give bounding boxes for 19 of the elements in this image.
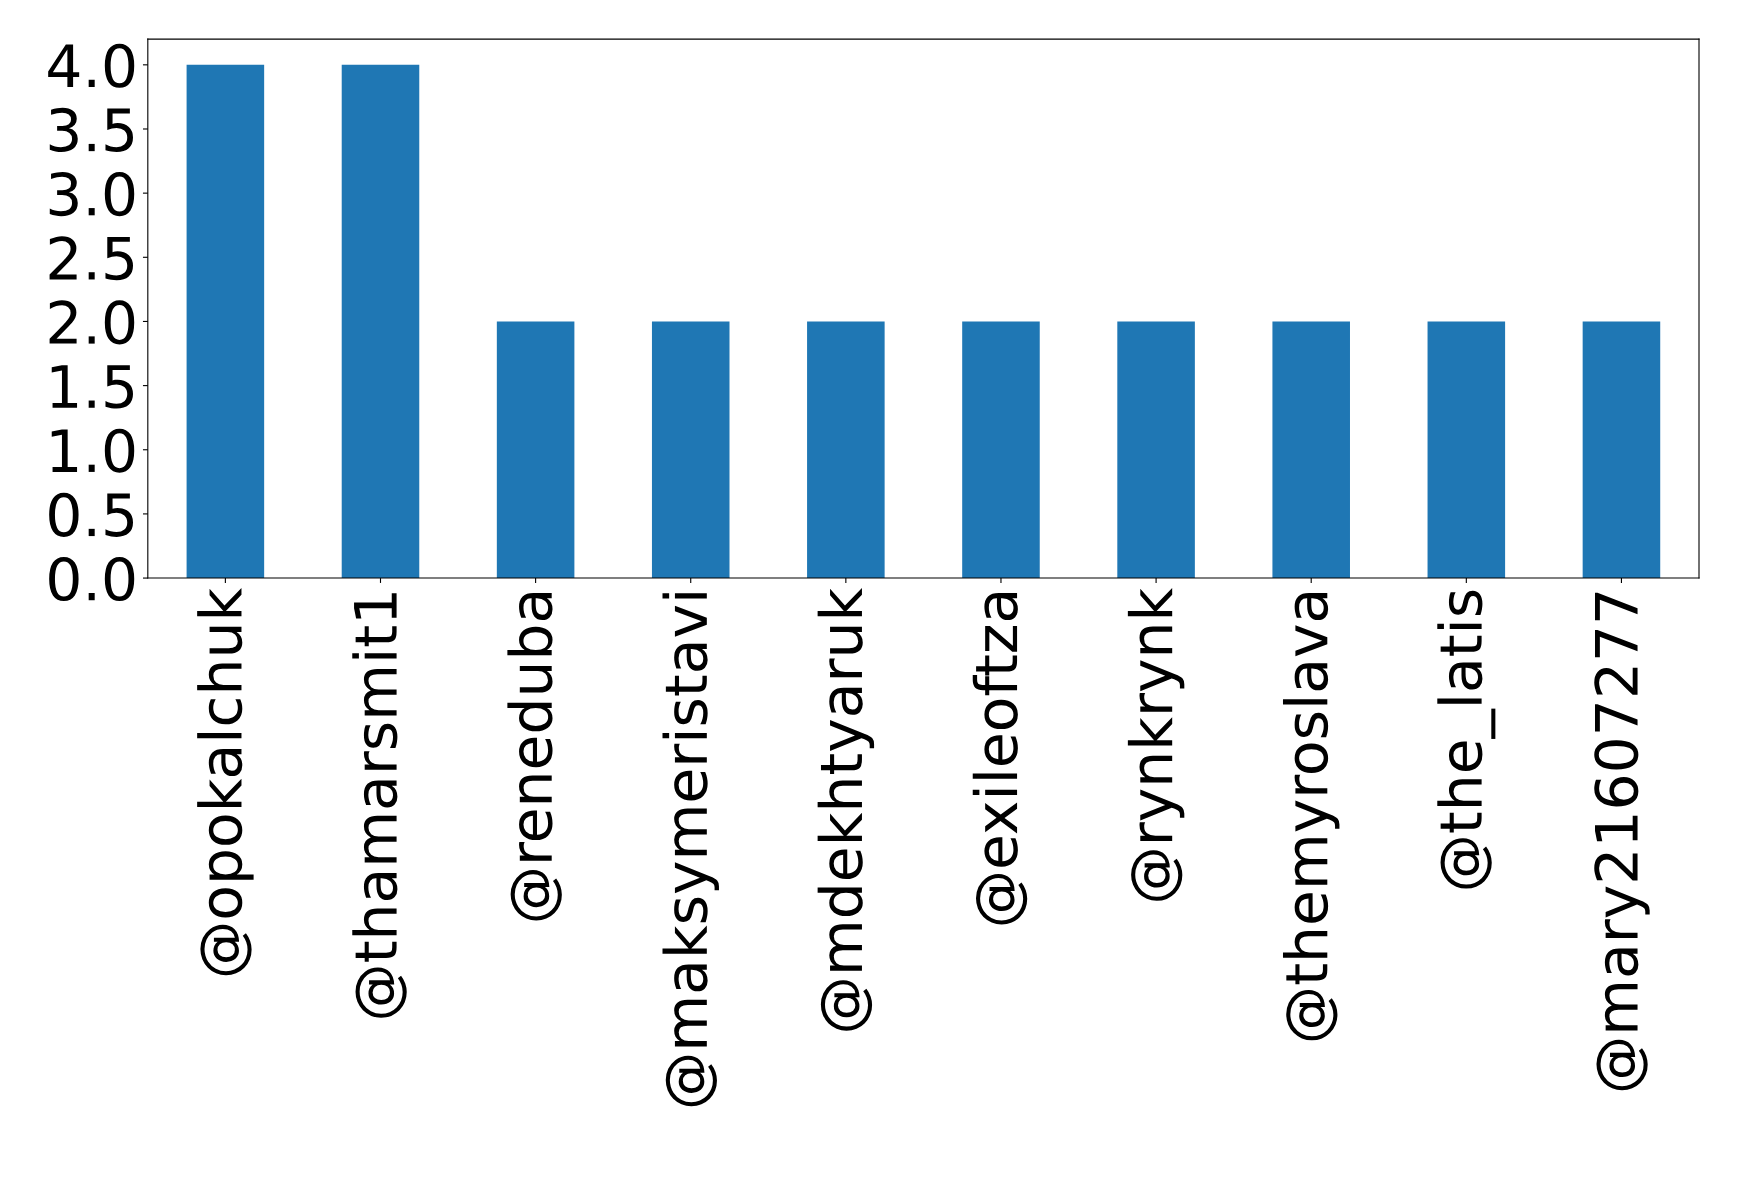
x-tick-label: @opokalchuk [197, 587, 254, 976]
y-tick-label: 1.0 [51, 428, 135, 473]
x-tick-label: @mdekhtyaruk [817, 587, 875, 1031]
y-tick-label: 0.0 [49, 556, 135, 602]
y-tick-label: 3.5 [49, 107, 133, 152]
x-tick-label: @themyroslava [1282, 593, 1340, 1041]
x-tick-label: @thamarsmit1 [352, 593, 407, 1018]
x-tick-label: @rynkrynk [1127, 587, 1185, 901]
y-tick-label: 1.5 [51, 365, 133, 409]
y-tick-label: 4.0 [48, 43, 135, 88]
y-tick-label: 2.0 [49, 300, 135, 345]
y-tick-label: 2.5 [49, 236, 133, 281]
x-tick-label: @maksymeristavi [662, 593, 719, 1107]
x-tick-label: @reneduba [507, 593, 562, 921]
y-tick-label: 3.0 [49, 172, 135, 217]
x-tick-label: @the_latis [1437, 590, 1496, 889]
y-tick-label: 0.5 [49, 492, 133, 537]
x-tick-label: @mary21607277 [1594, 592, 1650, 1091]
x-tick-label: @exileoftza [972, 593, 1028, 925]
